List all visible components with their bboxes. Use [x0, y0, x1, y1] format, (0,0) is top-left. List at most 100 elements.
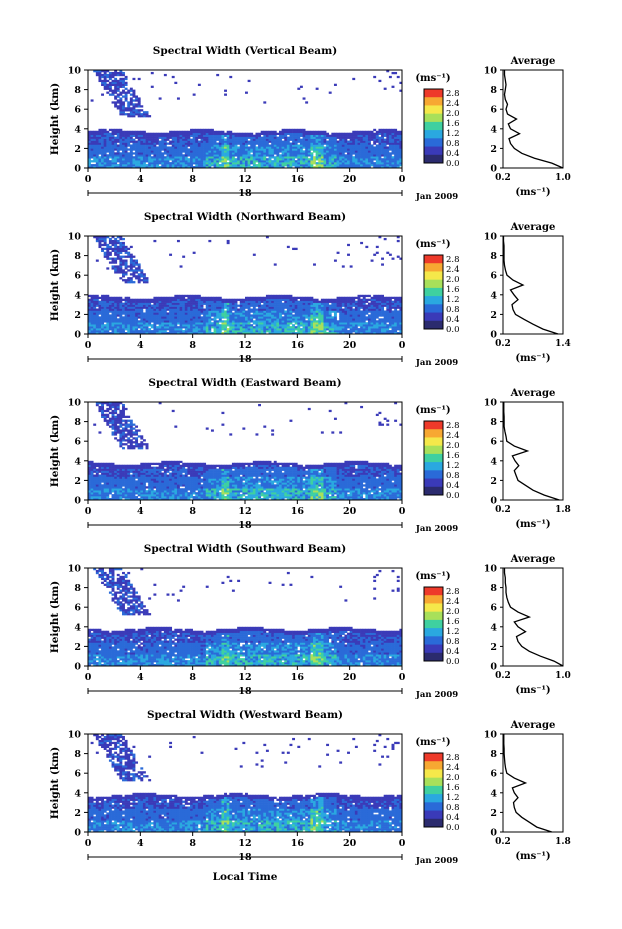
colorbar-frame — [423, 88, 444, 164]
heatmap-cell — [161, 312, 165, 315]
heatmap-cell — [127, 304, 131, 307]
heatmap-cell — [284, 142, 288, 145]
heatmap-cell — [331, 150, 335, 153]
heatmap-cell — [297, 138, 301, 141]
heatmap-cell — [158, 132, 162, 135]
heatmap-cell — [221, 140, 225, 143]
heatmap-cell — [378, 318, 382, 321]
heatmap-cell — [263, 148, 267, 151]
heatmap-cell — [354, 332, 358, 335]
heatmap-cell — [336, 150, 340, 153]
heatmap-cell — [108, 253, 112, 256]
heatmap-cell — [169, 296, 173, 300]
heatmap-cell — [119, 77, 123, 81]
heatmap-cell — [226, 308, 230, 311]
avg-y-tick-label: 2 — [490, 310, 497, 321]
heatmap-cell — [313, 298, 316, 301]
heatmap-cell — [135, 99, 139, 102]
heatmap-cell — [127, 312, 131, 315]
heatmap-cell — [208, 300, 212, 303]
heatmap-cell — [216, 310, 220, 313]
heatmap-cell — [289, 144, 293, 147]
heatmap-cell — [108, 320, 112, 323]
heatmap-cell — [208, 166, 212, 169]
heatmap-cell — [119, 306, 123, 309]
heatmap-cell — [310, 318, 314, 321]
heatmap-cell — [179, 150, 183, 153]
heatmap-cell — [174, 304, 178, 307]
heatmap-cell — [226, 324, 230, 327]
heatmap-cell — [258, 166, 261, 169]
heatmap-cell — [391, 257, 395, 260]
heatmap-cell — [252, 326, 256, 329]
heatmap-cell — [116, 255, 120, 258]
heatmap-cell — [245, 148, 248, 151]
heatmap-cell — [367, 330, 371, 333]
heatmap-cell — [103, 294, 107, 298]
heatmap-cell — [208, 156, 212, 159]
heatmap-cell — [150, 316, 154, 319]
heatmap-cell — [370, 304, 374, 307]
heatmap-cell — [292, 132, 296, 135]
heatmap-cell — [153, 136, 157, 139]
heatmap-cell — [140, 154, 144, 157]
heatmap-cell — [142, 304, 146, 307]
heatmap-cell — [184, 164, 188, 167]
heatmap-cell — [339, 134, 343, 137]
heatmap-cell — [124, 322, 128, 325]
heatmap-cell — [310, 144, 314, 147]
heatmap-cell — [237, 154, 241, 157]
heatmap-cell — [166, 312, 170, 315]
heatmap-cell — [245, 140, 248, 143]
heatmap-cell — [210, 158, 214, 161]
heatmap-cell — [378, 152, 382, 155]
heatmap-cell — [231, 314, 235, 317]
heatmap-cell — [203, 150, 207, 153]
heatmap-cell — [150, 300, 154, 303]
heatmap-cell — [90, 156, 94, 159]
heatmap-cell — [127, 328, 131, 331]
heatmap-cell — [129, 304, 133, 307]
heatmap-cell — [140, 308, 144, 311]
heatmap-cell — [197, 296, 201, 300]
heatmap-cell — [88, 494, 91, 497]
heatmap-cell — [195, 330, 199, 333]
heatmap-cell — [129, 138, 133, 141]
heatmap-cell — [260, 156, 264, 159]
heatmap-cell — [101, 314, 104, 317]
heatmap-cell — [111, 93, 115, 96]
heatmap-cell — [98, 302, 102, 305]
heatmap-cell — [331, 134, 335, 137]
heatmap-cell — [145, 144, 149, 147]
heatmap-cell — [305, 302, 309, 305]
heatmap-cell — [108, 247, 112, 251]
heatmap-cell — [279, 318, 282, 321]
heatmap-cell — [367, 160, 371, 163]
heatmap-cell — [122, 103, 125, 106]
heatmap-cell — [216, 316, 220, 319]
heatmap-cell — [137, 330, 141, 333]
heatmap-cell — [328, 146, 332, 149]
heatmap-cell — [276, 308, 280, 311]
heatmap-cell — [101, 70, 104, 73]
heatmap-cell — [265, 162, 269, 165]
heatmap-cell — [260, 144, 264, 147]
heatmap-cell — [192, 162, 196, 165]
heatmap-cell — [203, 324, 207, 327]
heatmap-cell — [208, 150, 212, 153]
heatmap-cell — [394, 142, 398, 145]
heatmap-cell — [381, 140, 384, 143]
heatmap-cell — [378, 130, 382, 134]
heatmap-cell — [292, 134, 296, 137]
heatmap-cell — [367, 140, 371, 143]
heatmap-cell — [331, 304, 335, 307]
heatmap-cell — [111, 136, 115, 139]
heatmap-cell — [328, 304, 332, 307]
heatmap-cell — [221, 316, 225, 319]
heatmap-cell — [127, 162, 131, 165]
heatmap-cell — [142, 302, 146, 305]
heatmap-cell — [203, 300, 207, 303]
heatmap-cell — [391, 302, 395, 305]
heatmap-cell — [150, 158, 154, 161]
heatmap-cell — [129, 156, 133, 159]
